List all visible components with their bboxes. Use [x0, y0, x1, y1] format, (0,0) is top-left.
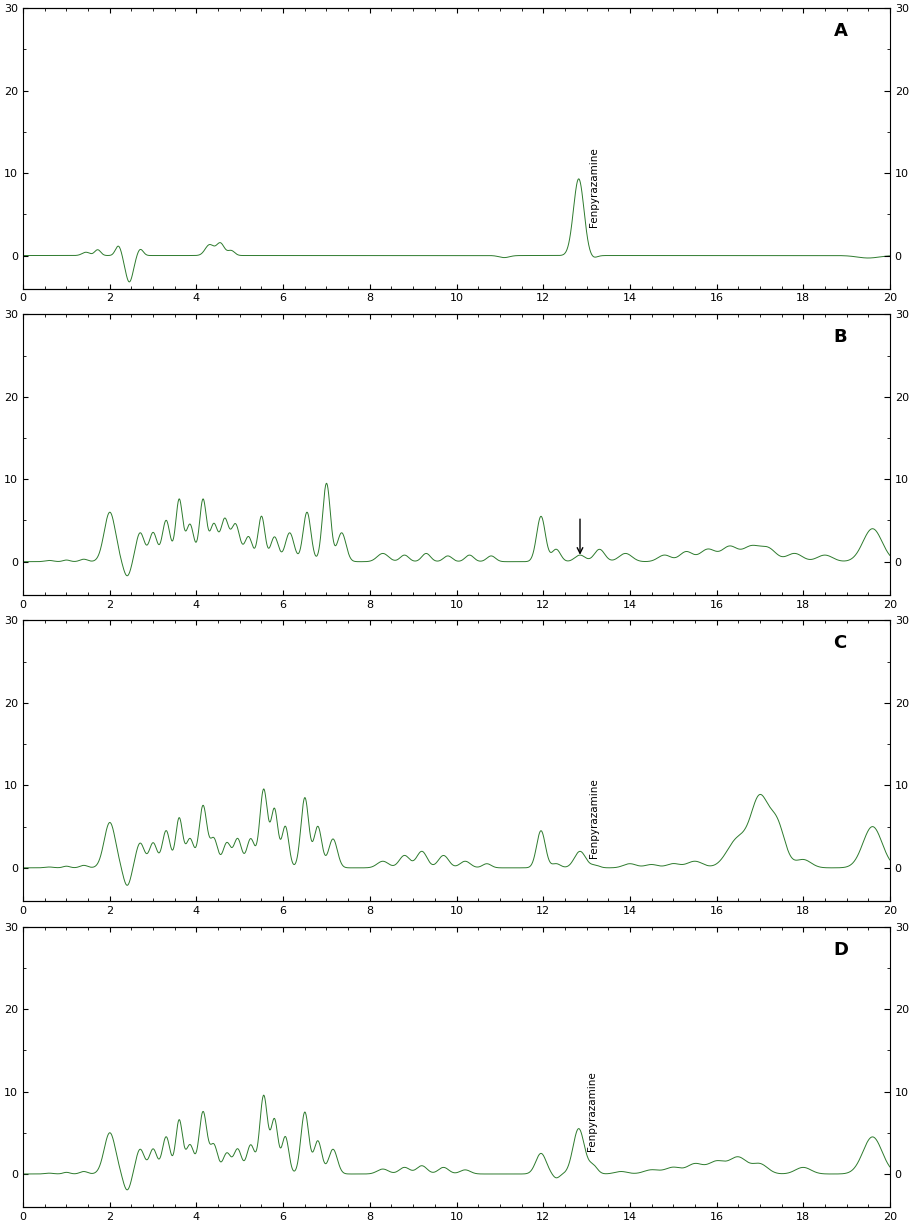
Text: B: B — [834, 329, 847, 346]
Text: Fenpyrazamine: Fenpyrazamine — [589, 147, 599, 227]
Text: Fenpyrazamine: Fenpyrazamine — [586, 1072, 596, 1151]
Text: D: D — [834, 940, 848, 959]
Text: A: A — [834, 22, 847, 40]
Text: Fenpyrazamine: Fenpyrazamine — [589, 779, 599, 858]
Text: C: C — [834, 635, 846, 652]
